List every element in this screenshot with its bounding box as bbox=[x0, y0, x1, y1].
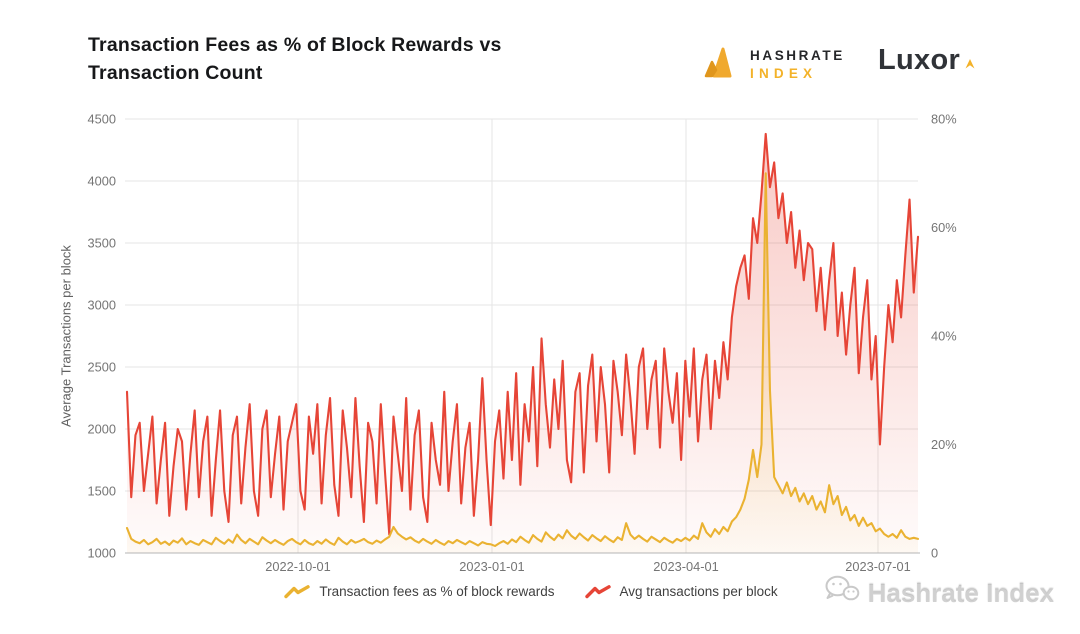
luxor-triangle-icon bbox=[964, 45, 976, 78]
right-tick-label: 80% bbox=[931, 112, 957, 127]
left-tick-label: 3000 bbox=[88, 298, 116, 313]
luxor-logo: Luxor bbox=[878, 44, 976, 78]
left-tick-label: 4500 bbox=[88, 112, 116, 127]
legend: Transaction fees as % of block rewards A… bbox=[0, 584, 1062, 599]
left-tick-label: 4000 bbox=[88, 174, 116, 189]
legend-item-transactions: Avg transactions per block bbox=[584, 584, 778, 599]
watermark: Hashrate Index bbox=[824, 574, 1054, 612]
hashrate-index-wordmark: HASHRATE INDEX bbox=[750, 48, 845, 81]
page-title-line1: Transaction Fees as % of Block Rewards v… bbox=[88, 34, 502, 56]
legend-item-fees: Transaction fees as % of block rewards bbox=[284, 584, 555, 599]
left-tick-label: 1500 bbox=[88, 484, 116, 499]
fees-line bbox=[125, 172, 920, 547]
left-tick-label: 1000 bbox=[88, 546, 116, 561]
hashrate-index-logo: HASHRATE INDEX bbox=[703, 45, 845, 83]
right-tick-label: 0 bbox=[931, 546, 938, 561]
transactions-line-swatch-icon bbox=[584, 584, 611, 598]
transactions-area bbox=[127, 133, 918, 553]
legend-label-transactions: Avg transactions per block bbox=[619, 584, 778, 599]
right-tick-label: 20% bbox=[931, 437, 957, 452]
luxor-wordmark: Luxor bbox=[878, 44, 961, 76]
right-tick-label: 60% bbox=[931, 220, 957, 235]
page-title: Transaction Fees as % of Block Rewards v… bbox=[88, 32, 502, 88]
legend-label-fees: Transaction fees as % of block rewards bbox=[319, 584, 555, 599]
hashrate-index-triangle-icon bbox=[703, 45, 739, 83]
page-title-line2: Transaction Count bbox=[88, 61, 263, 84]
x-tick-label: 2023-07-01 bbox=[845, 559, 910, 574]
x-tick-label: 2023-01-01 bbox=[459, 559, 524, 574]
left-tick-label: 2500 bbox=[88, 360, 116, 375]
x-tick-label: 2023-04-01 bbox=[653, 559, 718, 574]
wechat-bubbles-icon bbox=[824, 574, 860, 612]
fees-line-swatch-icon bbox=[284, 584, 311, 598]
right-tick-label: 40% bbox=[931, 329, 957, 344]
left-tick-label: 2000 bbox=[88, 422, 116, 437]
left-tick-label: 3500 bbox=[88, 236, 116, 251]
fees-area bbox=[127, 173, 918, 553]
watermark-text: Hashrate Index bbox=[867, 577, 1054, 608]
index-word: INDEX bbox=[750, 65, 818, 81]
x-tick-label: 2022-10-01 bbox=[265, 559, 330, 574]
transactions-line bbox=[125, 132, 920, 536]
hashrate-word: HASHRATE bbox=[750, 47, 845, 63]
